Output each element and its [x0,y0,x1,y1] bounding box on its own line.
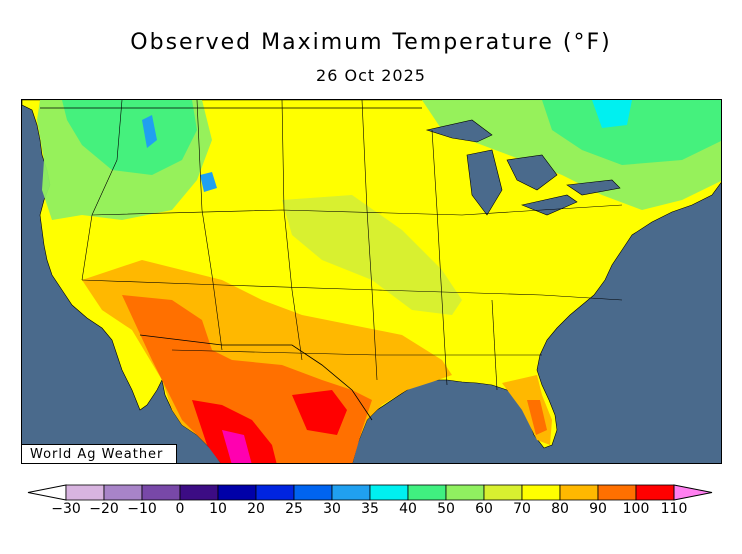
legend-tick: 70 [513,501,531,517]
legend-color-box [559,484,599,501]
red-spot-texas [292,390,347,435]
legend-color-box [179,484,219,501]
hot-zone-florida [527,400,547,435]
legend-color-box [407,484,447,501]
legend-color-box [369,484,409,501]
state-borders [81,100,623,391]
credit-label: World Ag Weather [22,444,177,463]
legend-tick: 30 [323,501,341,517]
legend-tick: 80 [551,501,569,517]
legend-color-box [255,484,295,501]
legend-color-box [331,484,371,501]
legend-tick: −10 [127,501,157,517]
legend-tick: 25 [285,501,303,517]
legend-tick: 35 [361,501,379,517]
legend-color-box [483,484,523,501]
map-title: Observed Maximum Temperature (°F) [130,30,612,55]
great-lakes [425,119,621,216]
legend-boxes [27,484,713,501]
legend-color-box [65,484,105,501]
legend-tick: 40 [399,501,417,517]
cooler-zone-northeast [542,100,721,165]
legend-tick-labels: −30 −20 −10 0 10 20 25 30 35 40 50 60 70… [0,501,742,521]
color-legend [27,484,713,501]
cooler-zone-northwest [62,100,197,175]
legend-tick: 10 [209,501,227,517]
temperature-map [21,99,722,464]
legend-tick: −20 [89,501,119,517]
coldest-spot-idaho [142,115,157,148]
mild-zone-plains [282,195,462,315]
legend-over-arrow [673,484,713,501]
cold-spot-wyoming [200,172,217,192]
extreme-zone-mexico [222,430,252,463]
legend-color-box [103,484,143,501]
legend-color-box [141,484,181,501]
legend-color-box [445,484,485,501]
legend-tick: 100 [622,501,650,517]
legend-color-box [217,484,257,501]
legend-tick: −30 [51,501,81,517]
map-date: 26 Oct 2025 [316,66,426,85]
legend-under-arrow [27,484,67,501]
us-mexico-border [139,334,373,421]
legend-tick: 90 [589,501,607,517]
legend-color-box [635,484,675,501]
legend-tick: 110 [660,501,688,517]
coldest-spot-ontario [592,100,632,128]
legend-tick: 20 [247,501,265,517]
legend-tick: 0 [175,501,185,517]
legend-color-box [521,484,561,501]
legend-tick: 50 [437,501,455,517]
legend-color-box [597,484,637,501]
legend-tick: 60 [475,501,493,517]
hottest-zone-mexico [192,400,277,463]
temperature-map-svg [22,100,721,463]
legend-color-box [293,484,333,501]
